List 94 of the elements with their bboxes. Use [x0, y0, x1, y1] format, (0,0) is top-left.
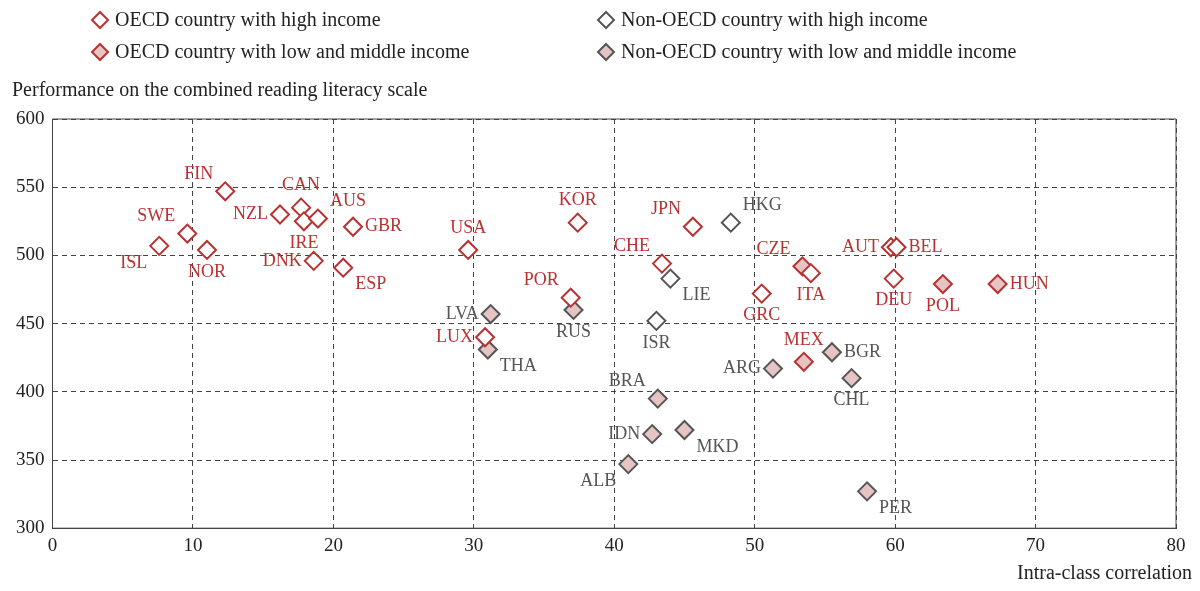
data-label: LUX: [436, 325, 474, 346]
data-label: MKD: [696, 435, 739, 456]
y-tick-label: 350: [16, 447, 45, 469]
data-label: BEL: [908, 235, 943, 256]
data-label: ITA: [796, 283, 826, 304]
legend-label: Non-OECD country with high income: [621, 8, 928, 32]
data-label: CHL: [833, 388, 870, 409]
legend-label: OECD country with low and middle income: [115, 40, 470, 64]
point: [215, 181, 236, 202]
x-tick-label: 10: [183, 533, 203, 555]
point: [987, 274, 1008, 295]
data-label: NZL: [233, 203, 269, 224]
data-label: CAN: [282, 174, 321, 195]
data-label: GBR: [365, 215, 403, 236]
point: [793, 351, 814, 372]
data-label: THA: [499, 355, 537, 376]
data-label: KOR: [558, 189, 597, 210]
x-tick-label: 80: [1166, 533, 1186, 555]
point: [567, 212, 588, 233]
data-label: POR: [523, 269, 559, 290]
data-label: BGR: [843, 340, 881, 361]
data-label: ALB: [580, 469, 617, 490]
data-label: HKG: [742, 194, 782, 215]
data-label: BRA: [608, 370, 646, 391]
data-label: POL: [925, 294, 960, 315]
y-tick-label: 300: [16, 516, 45, 538]
point: [307, 208, 328, 229]
point: [682, 216, 703, 237]
data-label: LVA: [445, 302, 479, 323]
point: [652, 253, 672, 274]
x-tick-label: 40: [604, 533, 624, 555]
point: [177, 223, 198, 244]
point: [841, 368, 862, 389]
point: [458, 239, 479, 260]
data-label: DEU: [875, 289, 913, 310]
x-tick-label: 70: [1026, 533, 1046, 555]
data-label: CHE: [614, 235, 650, 256]
data-label: FIN: [184, 163, 214, 184]
data-label: AUS: [329, 190, 366, 211]
data-label: GRC: [743, 304, 781, 325]
data-label: PER: [879, 497, 913, 518]
point: [762, 358, 783, 379]
data-label: MEX: [783, 328, 824, 349]
y-tick-label: 450: [16, 311, 45, 333]
data-label: NOR: [187, 260, 226, 281]
point: [270, 204, 291, 225]
point: [149, 235, 170, 256]
data-label: LIE: [682, 284, 711, 305]
point: [293, 211, 314, 232]
point: [647, 388, 668, 409]
point: [883, 268, 904, 289]
x-tick-label: 20: [323, 533, 343, 555]
x-tick-label: 60: [885, 533, 905, 555]
point: [475, 327, 496, 348]
data-label: RUS: [556, 320, 592, 341]
data-label: ESP: [355, 273, 387, 294]
point: [800, 263, 821, 284]
y-axis-title: Performance on the combined reading literacy scale: [12, 78, 428, 102]
data-label: USA: [450, 216, 487, 237]
y-tick-label: 400: [16, 379, 45, 401]
y-tick-label: 500: [16, 243, 45, 265]
data-label: AUT: [841, 235, 879, 256]
point: [303, 250, 324, 271]
y-tick-label: 550: [16, 175, 45, 197]
data-label: JPN: [650, 198, 681, 219]
point: [560, 287, 581, 308]
y-tick-label: 600: [16, 106, 45, 128]
x-tick-label: 0: [47, 533, 58, 555]
data-label: ARG: [722, 357, 761, 378]
point: [333, 257, 354, 278]
x-axis-title: Intra-class correlation: [1016, 561, 1192, 584]
point: [674, 419, 695, 440]
point: [751, 283, 772, 304]
point: [196, 239, 217, 260]
x-tick-label: 30: [464, 533, 484, 555]
data-label: ISL: [120, 251, 148, 272]
point: [343, 216, 364, 237]
data-label: ISR: [642, 331, 671, 352]
data-label: HUN: [1009, 272, 1049, 293]
legend-label: Non-OECD country with low and middle income: [621, 40, 1017, 64]
point: [480, 304, 501, 325]
point: [720, 212, 741, 233]
legend-label: OECD country with high income: [115, 8, 381, 32]
point: [642, 424, 663, 445]
point: [932, 274, 953, 295]
point: [646, 310, 667, 331]
point: [857, 481, 878, 502]
data-label: CZE: [756, 238, 791, 259]
data-label: IDN: [608, 422, 641, 443]
data-label: SWE: [137, 205, 176, 226]
point: [886, 237, 907, 258]
x-tick-label: 50: [745, 533, 765, 555]
point: [660, 268, 681, 289]
point: [618, 454, 639, 475]
